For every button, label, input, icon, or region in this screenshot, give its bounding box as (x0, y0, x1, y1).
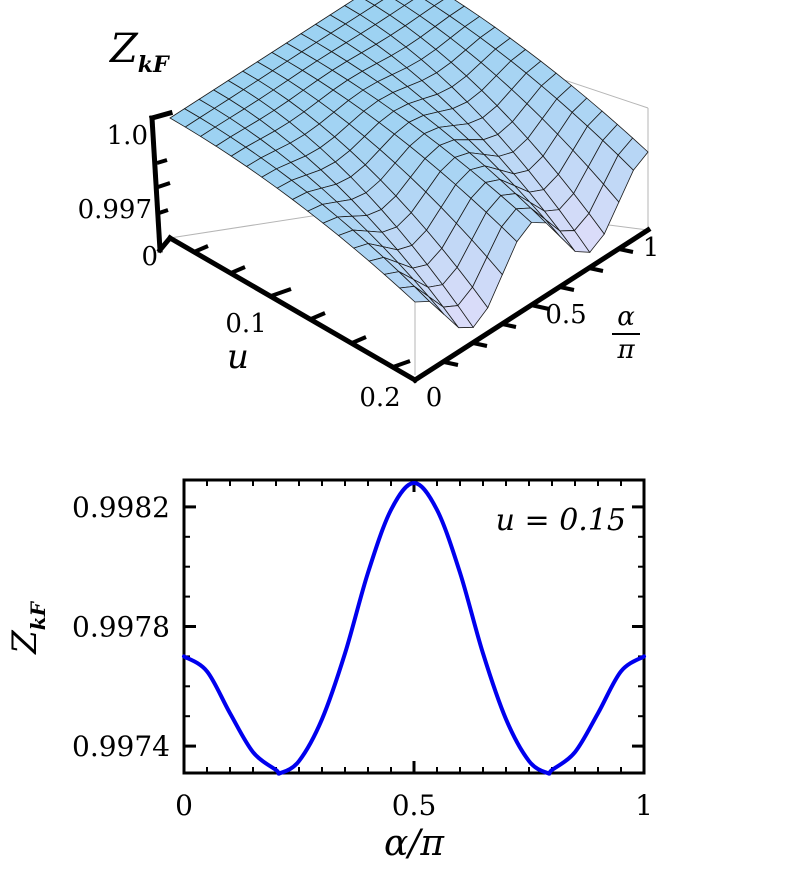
surface-z-label: ZkF (108, 26, 170, 78)
surface-patch (365, 0, 384, 6)
y-axis-label-group: ZkF (5, 600, 50, 654)
surface-patch (424, 0, 444, 7)
surface-u-label: u (227, 337, 249, 377)
surface-u-ticks (193, 244, 411, 369)
surface-alpha-ticks (443, 247, 634, 367)
surface-alpha-label-den: π (616, 335, 635, 365)
surface-z-ticks (156, 158, 171, 215)
x-tick-label: 0.5 (392, 789, 437, 822)
annotation-u: u = 0.15 (496, 503, 626, 538)
surface-patch (395, 0, 414, 6)
x-axis-label: α/π (384, 823, 445, 864)
surface-u-tick-label-2: 0.2 (359, 383, 400, 413)
tick-labels: 0 0.5 1 0.9982 0.9978 0.9974 (72, 491, 653, 822)
x-tick-label: 1 (635, 789, 653, 822)
y-tick-label: 0.9978 (72, 611, 170, 644)
surface-plot: ZkF 1.0 0.997 0 0.1 0.2 u 0 0.5 1 α π (78, 0, 660, 413)
surface-alpha-tick-label-3: 1 (643, 233, 660, 263)
surface-mesh (169, 0, 649, 329)
y-tick-label: 0.9974 (72, 730, 170, 763)
surface-alpha-label: α π (612, 302, 640, 365)
surface-patch (617, 137, 649, 171)
surface-z-tick-label-3: 0 (141, 242, 158, 272)
surface-z-tick-label-2: 0.997 (78, 195, 152, 225)
y-tick-label: 0.9982 (72, 491, 170, 524)
surface-alpha-label-num: α (617, 302, 635, 332)
surface-z-tick-label-1: 1.0 (107, 121, 148, 151)
x-tick-label: 0 (175, 789, 193, 822)
surface-u-tick-label-1: 0.1 (225, 309, 266, 339)
series-line (182, 480, 646, 776)
surface-alpha-tick-label-1: 0 (426, 383, 443, 413)
y-axis-label: ZkF (5, 600, 50, 654)
line-plot: 0 0.5 1 0.9982 0.9978 0.9974 u = 0.15 α/π ZkF (5, 478, 653, 864)
tick-marks (182, 480, 646, 773)
surface-alpha-tick-label-2: 0.5 (545, 300, 586, 330)
